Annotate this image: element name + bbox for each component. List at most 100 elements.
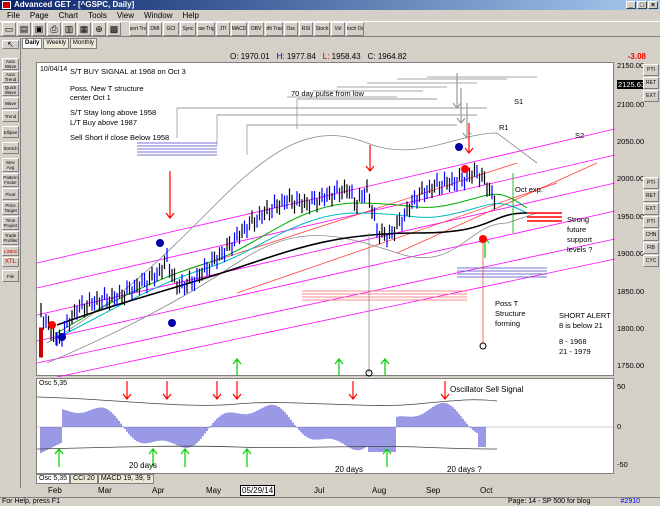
- save-icon[interactable]: ▣: [32, 22, 46, 36]
- tool-mov-avg[interactable]: Mov Avg: [2, 158, 19, 172]
- chart-icon[interactable]: ▥: [62, 22, 76, 36]
- tb-profit-trader-button[interactable]: Profit Trader: [265, 22, 283, 36]
- menu-help[interactable]: Help: [182, 11, 199, 20]
- price-tick-current: 2125.63: [617, 80, 647, 89]
- rtool-pti-2[interactable]: PTI: [643, 177, 659, 189]
- grid-icon[interactable]: ▩: [107, 22, 121, 36]
- tab-daily[interactable]: Daily: [22, 38, 43, 49]
- tile-icon[interactable]: ▦: [77, 22, 91, 36]
- ohlc-readout: O: 1970.01 H: 1977.84 L: 1958.43 C: 1964…: [230, 52, 407, 61]
- osc-red-arrow-head: [440, 393, 450, 400]
- osc-lower-band: [36, 445, 498, 450]
- tb-dmi-button[interactable]: DMI: [148, 22, 162, 36]
- close-button[interactable]: ×: [648, 1, 658, 9]
- green-arrow-head: [380, 358, 390, 365]
- rtool-ret[interactable]: RET: [643, 77, 659, 89]
- low-readout: L: 1958.43: [322, 52, 361, 61]
- moving-average-black: [56, 212, 528, 326]
- tool-lines[interactable]: LINES: [2, 246, 19, 256]
- price-bar-red: [39, 327, 43, 358]
- tool-pattern-finder[interactable]: Pattern Finder: [2, 173, 19, 187]
- annotation-8-below-21: 8 is below 21: [559, 321, 603, 330]
- zoom-icon[interactable]: ⊕: [92, 22, 106, 36]
- minimize-button[interactable]: _: [626, 1, 636, 9]
- status-code: #2910: [620, 498, 640, 505]
- red-arrow-head: [365, 165, 375, 172]
- rtool-cyc[interactable]: CYC: [643, 255, 659, 267]
- new-icon[interactable]: ▭: [2, 22, 16, 36]
- oscillator-svg: [36, 381, 615, 467]
- tool-auto-trend[interactable]: Auto Trend: [2, 71, 19, 83]
- tool-price-target[interactable]: Price Target: [2, 201, 19, 215]
- osc-green-arrow-head: [382, 448, 392, 455]
- tb-gci-button[interactable]: GCI: [163, 22, 179, 36]
- tool-pivot[interactable]: Pivot: [2, 188, 19, 200]
- rtool-ext[interactable]: EXT: [643, 90, 659, 102]
- annotation-st-stay: S/T Stay long above 1958: [70, 108, 157, 117]
- date-cursor: 05/29/14: [240, 485, 276, 496]
- print-icon[interactable]: ⎙: [47, 22, 61, 36]
- menu-chart[interactable]: Chart: [58, 11, 79, 20]
- channel-line: [36, 238, 616, 364]
- tb-stoch-osc-button[interactable]: Stoch Osc: [346, 22, 364, 36]
- tb-jti-button[interactable]: JTI: [216, 22, 230, 36]
- tb-rsi-button[interactable]: RSI: [299, 22, 313, 36]
- menu-window[interactable]: Window: [144, 11, 173, 20]
- tool-wave[interactable]: Wave: [2, 97, 19, 109]
- menu-tools[interactable]: Tools: [88, 11, 107, 20]
- tb-stoch-button[interactable]: Stoch: [314, 22, 330, 36]
- tb-obv-button[interactable]: OBV: [248, 22, 264, 36]
- gray-arrow-head: [452, 102, 462, 109]
- price-tick: 2150.00: [617, 61, 645, 70]
- menu-view[interactable]: View: [116, 11, 135, 20]
- annotation-s1: S1: [514, 97, 524, 106]
- tb-macd-button[interactable]: MACD: [231, 22, 247, 36]
- open-icon[interactable]: ▤: [17, 22, 31, 36]
- projection-circle: [479, 342, 487, 350]
- rtool-pti[interactable]: PTI: [643, 64, 659, 76]
- tb-expert-trend-button[interactable]: Expert Trend: [129, 22, 147, 36]
- menu-file[interactable]: File: [7, 11, 20, 20]
- osc-upper-band: [36, 396, 498, 406]
- tool-stretch[interactable]: Stretch: [2, 142, 19, 154]
- osc-red-arrow-head: [212, 393, 222, 400]
- price-tick: 1850.00: [617, 287, 645, 296]
- tb-sync-button[interactable]: Sync: [180, 22, 196, 36]
- tb-vol-button[interactable]: Vol: [331, 22, 345, 36]
- annotation-21-value: 21 - 1979: [559, 347, 591, 356]
- price-chart[interactable]: 10/04/14 S/T BUY SIGNAL at 1968 on Oct 3…: [36, 62, 616, 378]
- rtool-pti-3[interactable]: PTI: [643, 216, 659, 228]
- rtool-fib[interactable]: FIB: [643, 242, 659, 254]
- osc-tab-osc[interactable]: Osc 5,35: [36, 474, 71, 484]
- tool-xtl[interactable]: XTL: [2, 257, 19, 267]
- gray-arrow-head: [462, 132, 472, 139]
- tab-monthly[interactable]: Monthly: [69, 38, 97, 49]
- osc-tabs: Osc 5,35 CCI 20 MACD 19, 39, 9: [36, 474, 154, 484]
- tab-weekly[interactable]: Weekly: [43, 38, 69, 49]
- maximize-button[interactable]: □: [637, 1, 647, 9]
- tool-trade-profiler[interactable]: Trade Profiler: [2, 231, 19, 245]
- tool-quick-wave[interactable]: Quick Wave: [2, 84, 19, 96]
- price-tick: 2050.00: [617, 137, 645, 146]
- tb-osc-button[interactable]: Osc: [284, 22, 298, 36]
- annotation-oct-exp: Oct exp.: [515, 185, 543, 194]
- annotation-forming: forming: [495, 319, 521, 328]
- rtool-ret-2[interactable]: RET: [643, 190, 659, 202]
- menu-page[interactable]: Page: [29, 11, 49, 20]
- osc-tab-macd[interactable]: MACD 19, 39, 9: [97, 474, 154, 484]
- tool-time-project[interactable]: Time Project: [2, 216, 19, 230]
- oscillator-panel[interactable]: Osc 5,35 Oscillator Sell Signal 20 days …: [36, 378, 615, 474]
- tool-trend[interactable]: Trend: [2, 110, 19, 122]
- tool-ellipse[interactable]: Ellipse: [2, 126, 19, 138]
- tool-file[interactable]: File: [2, 270, 19, 282]
- rtool-chn[interactable]: CHN: [643, 229, 659, 241]
- cursor-icon[interactable]: ↖: [2, 40, 19, 49]
- tool-auto-wave[interactable]: Auto Wave: [2, 58, 19, 70]
- osc-days-3: 20 days ?: [447, 465, 482, 474]
- price-chart-svg: [36, 73, 616, 378]
- rtool-ext-2[interactable]: EXT: [643, 203, 659, 215]
- tb-ellipse-trigger-button[interactable]: Ellipse Trigger: [197, 22, 215, 36]
- osc-tab-cci[interactable]: CCI 20: [70, 474, 98, 484]
- price-change: -3.08: [627, 52, 646, 61]
- osc-tick: 0: [617, 422, 622, 431]
